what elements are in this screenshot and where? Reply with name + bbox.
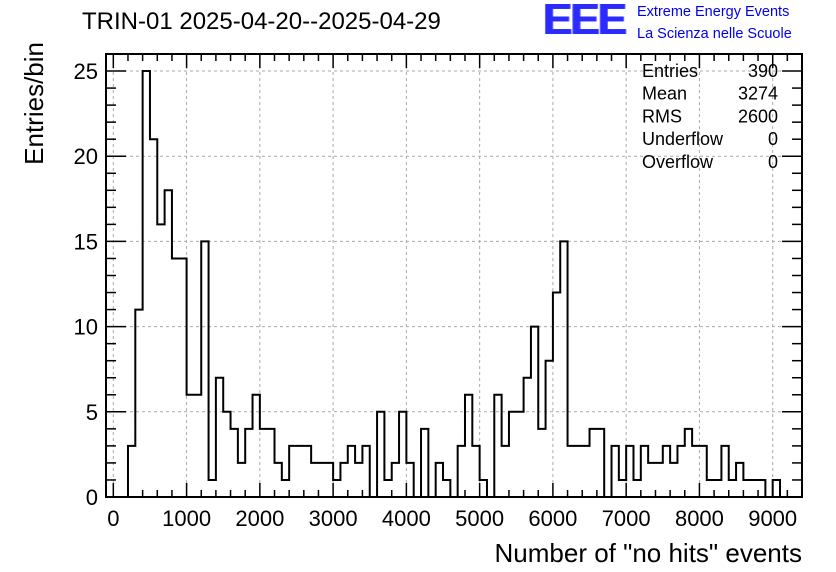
x-tick-label: 6000 [528,506,577,531]
x-tick-label: 7000 [602,506,651,531]
y-tick-label: 10 [74,315,98,340]
grid-lines [106,54,802,497]
x-tick-label: 9000 [748,506,797,531]
x-tick-label: 4000 [382,506,431,531]
chart-title: TRIN-01 2025-04-20--2025-04-29 [82,8,441,35]
y-axis-label: Entries/bin [19,42,49,165]
y-tick-label: 25 [74,59,98,84]
stats-value: 3274 [738,84,778,104]
stats-box: Entries 390 Mean 3274 RMS 2600 Underflow 0 Overf… [642,61,778,172]
y-tick-label: 20 [74,144,98,169]
y-tick-label: 0 [86,485,98,510]
stats-label: Underflow [642,129,724,149]
y-tick-label: 15 [74,229,98,254]
x-tick-label: 8000 [675,506,724,531]
stats-value: 2600 [738,106,778,126]
x-tick-label: 3000 [309,506,358,531]
x-tick-label: 5000 [455,506,504,531]
x-tick-labels: 0 1000 2000 3000 4000 5000 6000 7000 8000 9000 [107,506,797,531]
stats-label: RMS [642,106,682,126]
histogram-line [106,70,802,498]
plot-frame [105,53,803,498]
stats-label: Entries [642,61,698,81]
stats-label: Overflow [642,152,714,172]
eee-logo: EEE [543,0,627,44]
logo-line-1: Extreme Energy Events [637,4,790,20]
x-axis-label: Number of "no hits" events [495,538,803,568]
x-tick-label: 0 [107,506,119,531]
axis-ticks [106,53,802,498]
stats-label: Mean [642,84,687,104]
y-tick-label: 5 [86,400,98,425]
stats-value: 390 [748,61,778,81]
y-tick-labels: 0 5 10 15 20 25 [74,59,98,510]
logo-line-2: La Scienza nelle Scuole [637,26,792,42]
x-tick-label: 2000 [235,506,284,531]
x-tick-label: 1000 [162,506,211,531]
stats-value: 0 [768,129,778,149]
stats-value: 0 [768,152,778,172]
